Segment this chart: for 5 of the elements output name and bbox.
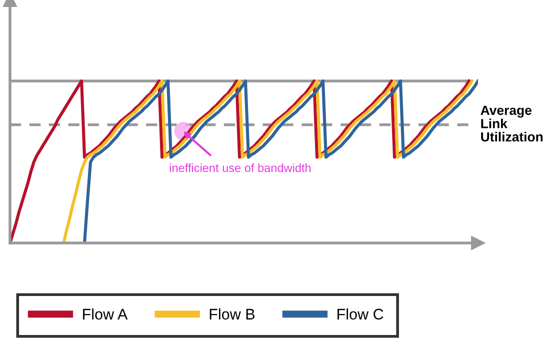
annotation: inefficient use of bandwidth [170, 163, 311, 172]
legend-label: Flow A [83, 308, 128, 320]
legend-label: Flow C [338, 308, 384, 320]
legend-label: Flow B [210, 308, 255, 320]
ref-line-label: Average Link Utilization [480, 106, 543, 142]
